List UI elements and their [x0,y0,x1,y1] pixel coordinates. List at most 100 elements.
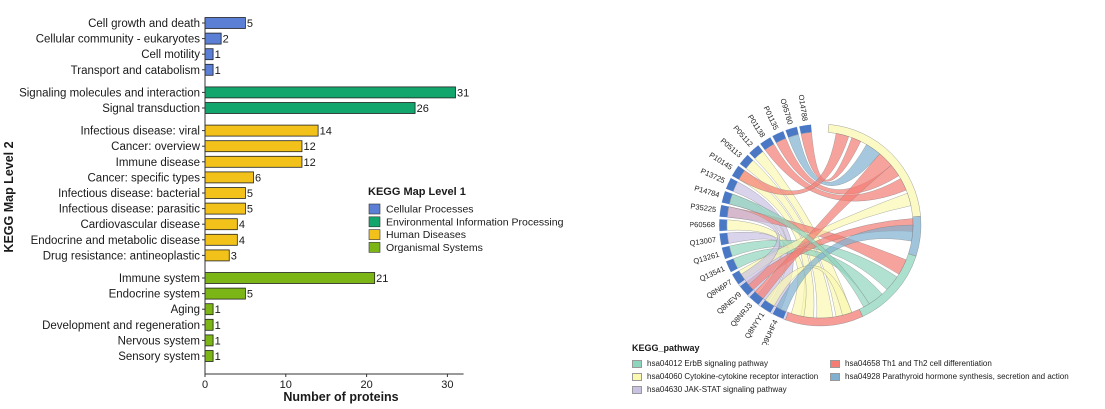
pathway-legend-swatch [632,385,642,394]
bar [204,202,246,215]
bar [204,318,214,331]
bar [204,140,303,153]
pathway-legend-label: hsa04630 JAK-STAT signaling pathway [647,385,787,394]
category-label: Development and regeneration [42,320,200,332]
chord-ribbon [764,143,907,202]
category-label: Signaling molecules and interaction [19,87,200,99]
category-label: Cardiovascular disease [80,219,200,231]
data-label: 21 [376,273,388,285]
category-label: Cell motility [141,49,200,61]
protein-label: P35225 [690,202,717,215]
legend-swatch [368,229,381,240]
pathway-legend: KEGG_pathway hsa04012 ErbB signaling pat… [632,343,1102,394]
protein-label: P01135 [762,105,781,132]
bar [204,86,456,99]
pathway-legend-label: hsa04060 Cytokine-cytokine receptor inte… [647,372,819,381]
data-label: 12 [303,157,315,169]
bar [204,350,214,362]
chord-diagram: O14788O95760P01135P01138P05112P05113P101… [690,94,922,345]
protein-segment [718,218,728,232]
data-label: 1 [215,49,221,61]
bar [204,334,214,347]
bar [204,48,214,61]
data-label: 1 [215,335,221,347]
data-label: 1 [215,65,221,77]
protein-label: P60568 [690,220,715,229]
data-label: 1 [215,351,221,363]
chord-ribbon [738,133,849,195]
pathway-legend-title: KEGG_pathway [632,343,700,353]
category-label: Immune system [119,273,200,285]
pathway-legend-label: hsa04658 Th1 and Th2 cell differentiatio… [845,359,992,368]
pathway-legend-swatch [632,372,642,381]
data-label: 6 [255,172,261,184]
bar-marks: Cell growth and death 5 Cellular community… [2,17,469,404]
protein-label: Q9UHF4 [759,318,780,345]
category-label: Immune disease [116,157,200,169]
data-label: 3 [231,250,237,262]
legend-label: Organismal Systems [386,242,483,254]
data-label: 26 [417,103,429,115]
chord-ribbon [788,134,880,186]
data-label: 1 [215,304,221,316]
category-label: Sensory system [118,351,200,363]
category-label: Aging [171,304,200,316]
protein-label: Q13007 [690,235,717,248]
x-tick-label: 20 [360,379,372,391]
legend-label: Environmental Information Processing [386,216,564,228]
x-tick-label: 30 [441,379,453,391]
legend-swatch [368,242,381,253]
bar [204,63,214,76]
category-label: Nervous system [118,335,200,347]
bar [204,17,246,29]
protein-label: P13725 [699,166,726,185]
data-label: 5 [247,289,253,301]
pathway-legend-item: hsa04630 JAK-STAT signaling pathway [632,385,830,394]
category-label: Cell growth and death [88,18,200,30]
pathway-legend-swatch [632,359,642,368]
x-tick-label: 10 [280,379,292,391]
protein-label: P14784 [693,184,720,200]
category-label: Cancer: specific types [88,172,201,184]
protein-label: O95760 [778,97,794,125]
bar [204,124,319,137]
bar [204,287,246,300]
pathway-legend-item: hsa04658 Th1 and Th2 cell differentiatio… [830,359,1090,368]
pathway-legend-item: hsa04928 Parathyroid hormone synthesis, … [830,372,1090,381]
data-label: 31 [457,87,469,99]
protein-label: O14788 [797,94,810,122]
protein-label: Q13261 [692,250,720,266]
bar [204,233,238,246]
category-label: Infectious disease: parasitic [59,204,201,216]
category-label: Endocrine and metabolic disease [31,235,200,247]
legend-label: Cellular Processes [386,204,474,216]
category-label: Drug resistance: antineoplastic [43,250,200,262]
protein-label: Q13541 [698,264,726,283]
pathway-legend-item: hsa04060 Cytokine-cytokine receptor inte… [632,372,830,381]
pathway-legend-label: hsa04928 Parathyroid hormone synthesis, … [845,372,1069,381]
pathway-legend-label: hsa04012 ErbB signaling pathway [647,359,768,368]
chord-ribbon [754,153,892,299]
pathway-legend-item: hsa04012 ErbB signaling pathway [632,359,830,368]
data-label: 4 [239,219,245,231]
data-label: 2 [223,34,229,46]
category-label: Cancer: overview [111,141,201,153]
chord-ribbon [729,193,870,308]
category-label: Transport and catabolism [71,65,200,77]
x-axis-title: Number of proteins [283,390,398,404]
pathway-legend-items: hsa04012 ErbB signaling pathway hsa04658 … [632,359,1102,394]
pathway-legend-swatch [830,372,840,381]
bar [204,102,416,114]
pathway-legend-swatch [830,359,840,368]
data-label: 5 [247,18,253,30]
category-label: Endocrine system [109,289,200,301]
y-axis-title: KEGG Map Level 2 [2,141,16,252]
legend-label: Human Diseases [386,229,466,241]
data-label: 5 [247,204,253,216]
bar [204,218,238,231]
data-label: 14 [320,126,332,138]
data-label: 5 [247,188,253,200]
chord-ribbon [733,247,883,305]
data-label: 1 [215,320,221,332]
protein-label: P10145 [708,150,735,172]
